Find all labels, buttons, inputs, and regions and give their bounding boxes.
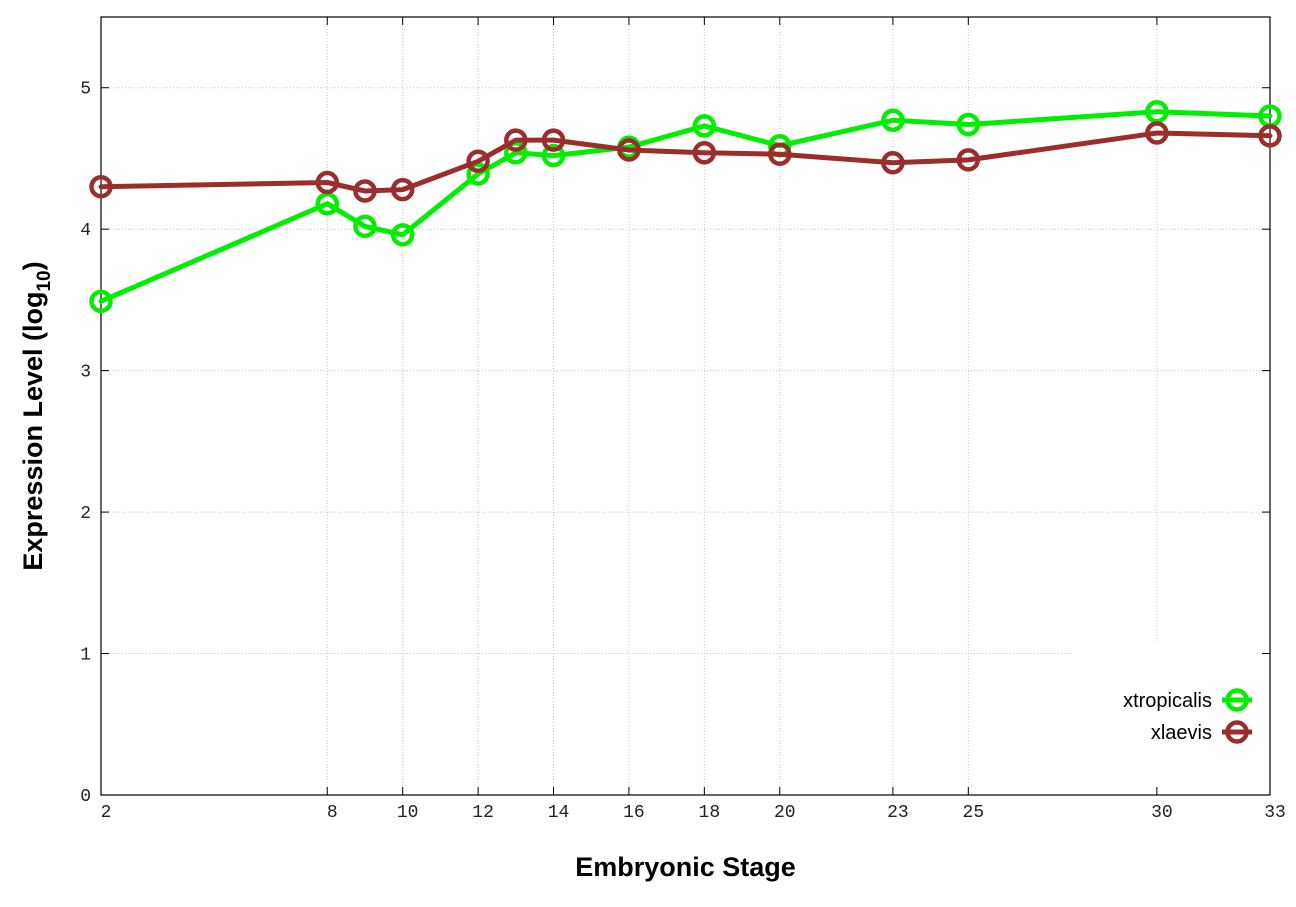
data-point-xlaevis [617,138,641,162]
y-tick-label: 2 [80,504,91,524]
x-tick-label: 12 [472,803,494,823]
x-tick-label: 10 [397,803,419,823]
x-tick-label: 14 [548,803,570,823]
data-point-xlaevis [390,177,415,202]
data-point-xtropicalis [692,114,717,138]
y-axis-title-close: ) [18,261,48,270]
x-axis-title: Embryonic Stage [575,852,796,882]
legend-marker-xlaevis [1225,720,1249,744]
series-xlaevis [89,121,1282,203]
data-point-xlaevis [1145,121,1169,145]
data-point-xtropicalis [390,223,415,247]
x-tick-label: 16 [623,803,645,823]
data-point-xlaevis [956,148,981,172]
data-point-xtropicalis [504,141,528,165]
x-tick-label: 23 [887,803,909,823]
data-point-xlaevis [89,174,113,199]
x-tick-label: 25 [963,803,985,823]
legend-area [1072,642,1269,794]
x-tick-label: 20 [774,803,796,823]
x-tick-label: 8 [327,803,338,823]
y-tick-label: 5 [80,80,91,100]
data-point-xlaevis [1258,124,1282,148]
x-tick-label: 18 [699,803,721,823]
data-point-xtropicalis [89,289,113,314]
data-point-xlaevis [315,170,340,195]
legend-background [1072,642,1269,794]
data-point-xtropicalis [956,112,981,137]
series-line-xlaevis [98,130,1273,194]
data-point-xtropicalis [881,108,905,133]
legend-label-xtropicalis: xtropicalis [1123,690,1212,712]
data-point-xtropicalis [541,143,566,168]
series-xtropicalis [89,100,1282,314]
data-point-xtropicalis [353,214,377,239]
data-point-xlaevis [541,128,566,152]
legend-label-xlaevis: xlaevis [1151,722,1212,744]
data-point-xlaevis [466,149,490,174]
y-tick-label: 4 [80,221,91,241]
legend-marker-xtropicalis [1225,688,1249,712]
data-point-xlaevis [768,142,792,166]
data-point-xlaevis [353,179,377,203]
series-line-xtropicalis [98,109,1273,304]
x-tick-label: 33 [1264,803,1286,823]
x-tick-label: 2 [101,803,112,823]
y-axis-title-subscript: 10 [34,270,55,291]
data-point-xtropicalis [466,162,490,186]
y-tick-label: 0 [80,787,91,807]
data-point-xlaevis [504,128,528,152]
plot-frame [100,16,1271,796]
y-axis-title: Expression Level (log10) [18,261,55,570]
series-layer [89,100,1282,314]
y-tick-label: 3 [80,363,91,383]
legend: xtropicalis xlaevis [1123,688,1252,744]
y-axis-title-main: Expression Level (log [18,292,48,571]
data-point-xlaevis [692,141,717,165]
data-point-xlaevis [881,150,905,175]
x-tick-label: 30 [1151,803,1173,823]
y-tick-label: 1 [80,646,91,666]
